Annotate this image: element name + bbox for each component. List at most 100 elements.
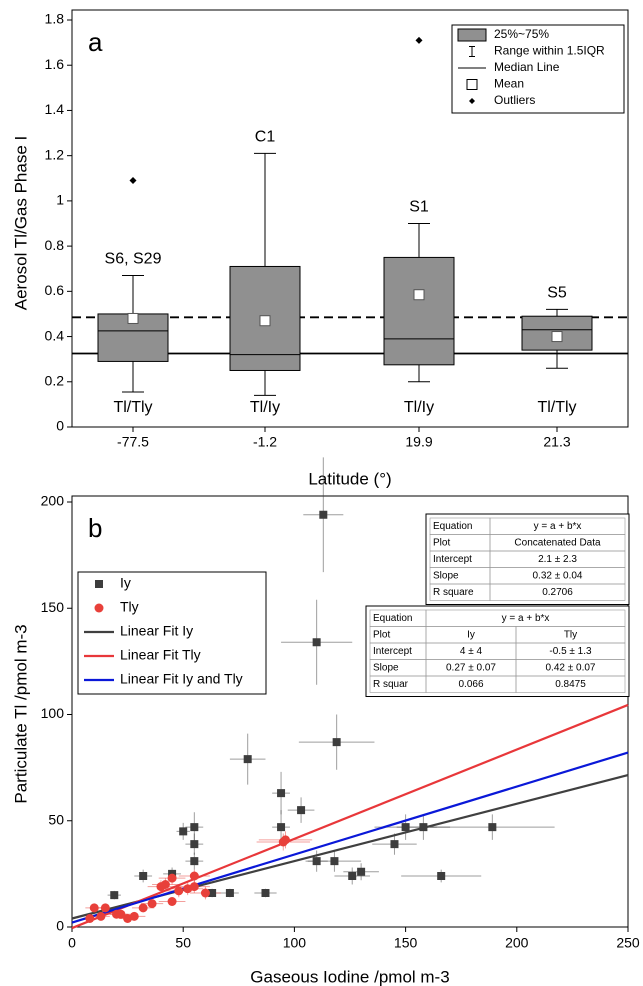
point xyxy=(200,888,210,898)
y-tick-label: 1.6 xyxy=(45,56,65,72)
y-tick-label: 0.4 xyxy=(45,327,65,343)
fit-line xyxy=(71,751,629,924)
legend-label: Linear Fit Tly xyxy=(120,647,201,663)
table-cell-text: 0.32 ± 0.04 xyxy=(533,570,583,581)
category-label: Tl/Tly xyxy=(537,399,576,416)
table-cell xyxy=(515,675,626,693)
table-frame xyxy=(425,513,630,605)
point xyxy=(167,873,177,883)
table-cell-text: Slope xyxy=(433,570,459,581)
y-tick-label: 1.2 xyxy=(45,146,65,162)
plot-frame xyxy=(71,9,629,428)
y-axis-label: Particulate Tl /pmol m-3 xyxy=(11,624,30,803)
table-cell-text: Equation xyxy=(433,521,472,532)
point xyxy=(179,827,188,836)
box xyxy=(383,256,455,366)
panel-label: a xyxy=(88,27,103,57)
y-tick-label: 150 xyxy=(41,599,65,615)
point xyxy=(138,903,148,913)
x-tick-label: 200 xyxy=(505,935,529,951)
legend-swatch xyxy=(469,98,475,104)
point xyxy=(319,510,328,519)
category-label: Tl/Iy xyxy=(404,399,434,416)
table-cell-text: Tly xyxy=(564,629,577,640)
point xyxy=(277,789,286,798)
point xyxy=(488,823,497,832)
legend-label: Range within 1.5IQR xyxy=(494,44,605,58)
legend-label: Mean xyxy=(494,77,524,91)
table-cell-text: -0.5 ± 1.3 xyxy=(549,646,592,657)
annotation: S5 xyxy=(547,285,567,302)
legend-label: Median Line xyxy=(494,60,560,74)
y-tick-label: 50 xyxy=(48,811,64,827)
x-tick-label: -1.2 xyxy=(253,434,277,450)
point xyxy=(190,840,199,849)
plot-frame xyxy=(71,495,629,928)
x-axis-label: Gaseous Iodine /pmol m-3 xyxy=(250,967,449,986)
legend-label: Linear Fit Iy and Tly xyxy=(120,671,243,687)
mean xyxy=(259,315,271,327)
table-cell-text: 0.066 xyxy=(458,679,483,690)
point xyxy=(437,872,446,880)
category-label: Tl/Tly xyxy=(113,399,152,416)
point xyxy=(208,889,217,897)
point xyxy=(167,897,177,906)
point xyxy=(312,638,321,647)
fit-line xyxy=(71,703,629,930)
table-cell-text: Concatenated Data xyxy=(514,537,601,548)
table-cell-text: 0.2706 xyxy=(542,587,573,598)
point xyxy=(89,903,99,913)
point xyxy=(190,823,199,832)
table-cell-text: Plot xyxy=(373,629,390,640)
table-cell-text: Equation xyxy=(373,613,412,624)
table-cell-text: R square xyxy=(433,587,474,598)
y-tick-label: 100 xyxy=(41,705,65,721)
mean xyxy=(551,331,563,343)
legend-swatch xyxy=(94,603,104,613)
table-cell-text: Slope xyxy=(373,662,399,673)
category-label: Tl/Iy xyxy=(250,399,280,416)
point xyxy=(243,755,252,764)
point xyxy=(281,835,291,845)
x-tick-label: 0 xyxy=(68,935,76,951)
point xyxy=(261,889,270,897)
y-tick-label: 1.4 xyxy=(45,101,65,117)
table-cell-text: Iy xyxy=(467,629,475,640)
point xyxy=(189,871,199,881)
legend-label: Tly xyxy=(120,599,139,615)
y-tick-label: 0 xyxy=(56,418,64,434)
x-tick-label: 150 xyxy=(394,935,418,951)
point xyxy=(116,909,126,919)
x-tick-label: 19.9 xyxy=(405,434,432,450)
point xyxy=(189,882,199,892)
point xyxy=(129,911,139,921)
annotation: S1 xyxy=(409,199,429,216)
table-cell-text: R squar xyxy=(373,679,409,690)
legend-label: Iy xyxy=(120,575,131,591)
point xyxy=(312,857,321,866)
point xyxy=(357,867,366,876)
point xyxy=(100,903,110,913)
legend-swatch xyxy=(466,79,478,90)
point xyxy=(85,914,95,923)
table-cell xyxy=(489,583,626,601)
legend-label: Outliers xyxy=(494,93,535,107)
legend-swatch xyxy=(95,580,103,588)
point xyxy=(419,823,428,832)
point xyxy=(174,886,184,896)
table-cell-text: 0.42 ± 0.07 xyxy=(546,662,596,673)
point xyxy=(348,872,357,880)
point xyxy=(332,738,341,747)
y-tick-label: 1.8 xyxy=(45,11,65,27)
table-cell-text: 2.1 ± 2.3 xyxy=(538,554,577,565)
y-tick-label: 200 xyxy=(41,493,65,509)
table-cell-text: y = a + b*x xyxy=(502,613,550,624)
outlier xyxy=(129,177,137,185)
outlier xyxy=(415,36,423,44)
y-tick-label: 0.8 xyxy=(45,237,65,253)
table-cell-text: Intercept xyxy=(373,646,412,657)
point xyxy=(297,806,306,815)
table-cell-text: 0.8475 xyxy=(555,679,586,690)
point xyxy=(96,911,106,921)
